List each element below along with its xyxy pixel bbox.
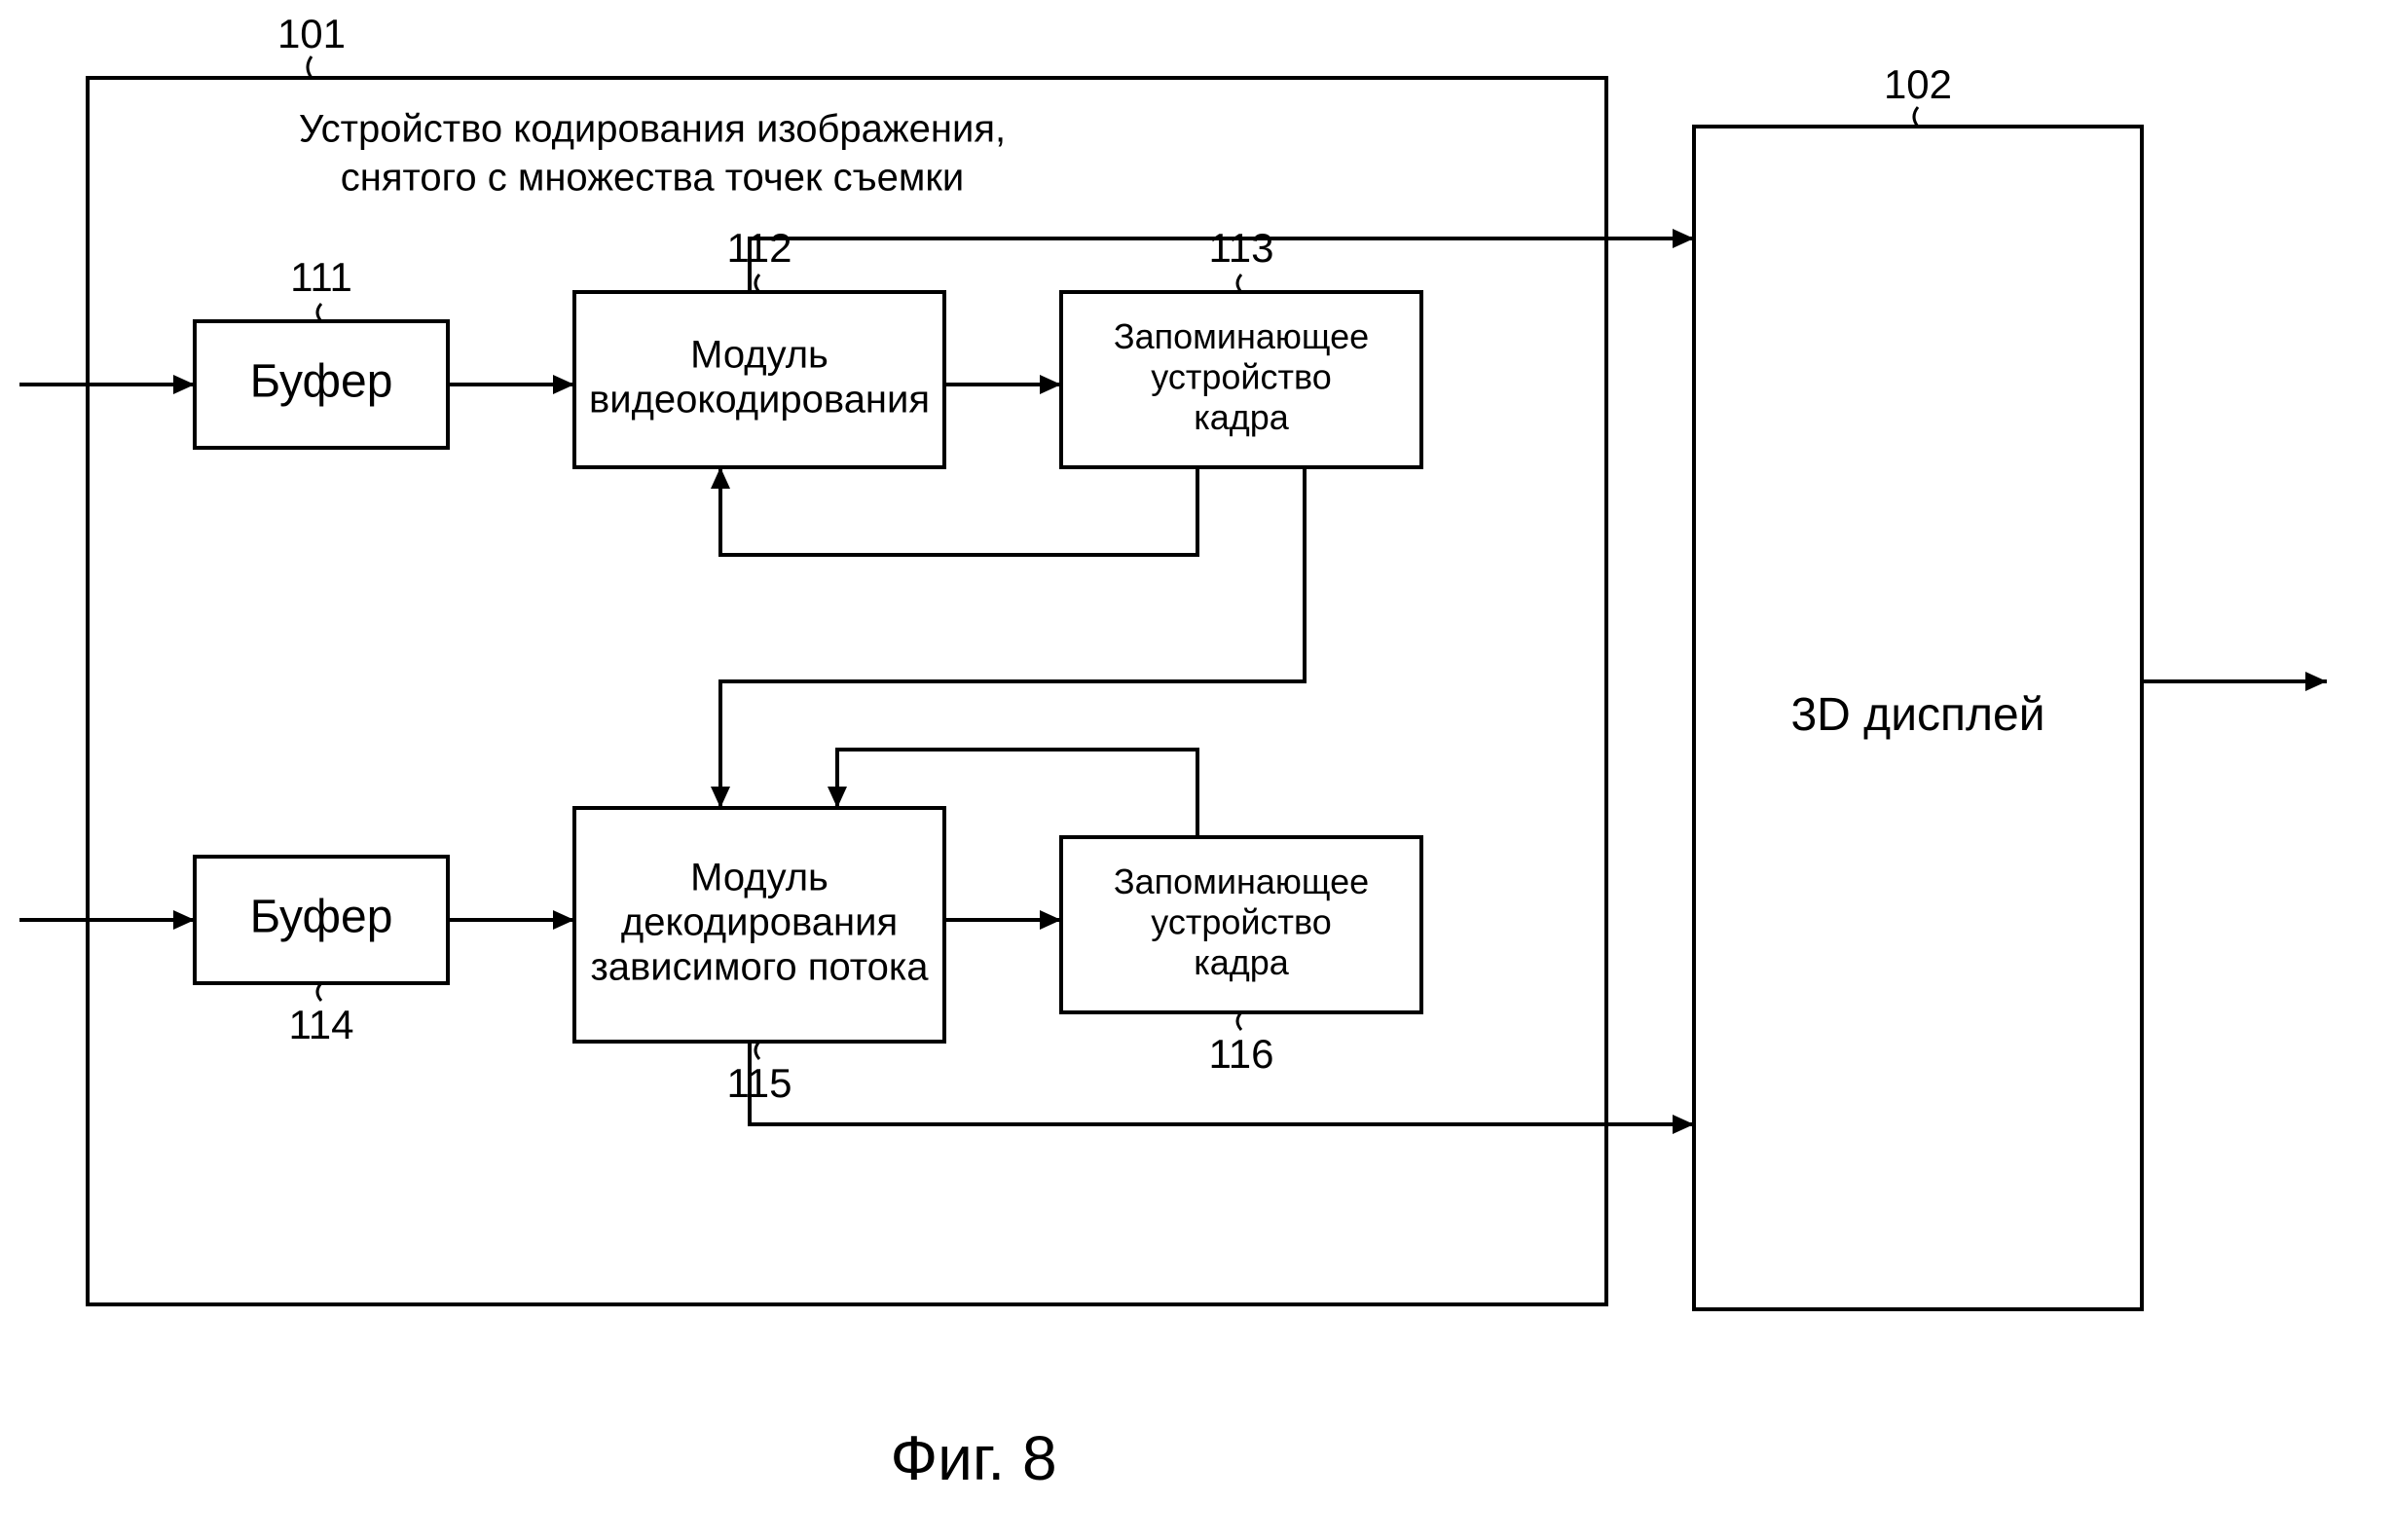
mem_bot-ref: 116: [1209, 1031, 1274, 1077]
mem_bot-label: Запоминающее: [1114, 862, 1369, 901]
arrowhead: [2305, 672, 2327, 691]
buffer_top-ref: 111: [290, 254, 352, 300]
mem_top-ref: 113: [1209, 225, 1274, 271]
arrowhead: [553, 910, 574, 930]
edge-mem-top-fb-enc: [720, 467, 1197, 555]
ref-102-tick: [1914, 107, 1918, 127]
encoder-label: Модуль: [690, 334, 828, 377]
ref-101: 101: [277, 11, 346, 56]
mem_top-ref-tick: [1237, 275, 1241, 292]
arrowhead: [1673, 1115, 1694, 1134]
edge-mem-top-to-dec: [720, 467, 1305, 808]
mem_top-label: Запоминающее: [1114, 316, 1369, 356]
decoder-label: зависимого потока: [590, 946, 929, 989]
arrowhead: [711, 467, 730, 489]
arrowhead: [1673, 229, 1694, 248]
buffer_top-ref-tick: [317, 304, 321, 321]
encoder-ref: 112: [727, 225, 792, 271]
arrowhead: [828, 787, 847, 808]
mem_bot-ref-tick: [1237, 1012, 1241, 1030]
mem_top-label: устройство: [1151, 357, 1331, 397]
buffer_top-label: Буфер: [250, 356, 393, 408]
ref-101-tick: [308, 56, 312, 78]
buffer_bot-ref-tick: [317, 983, 321, 1001]
container-title: Устройство кодирования изображения,: [299, 108, 1006, 151]
decoder-label: декодирования: [621, 901, 898, 944]
arrowhead: [1040, 910, 1061, 930]
mem_bot-label: устройство: [1151, 902, 1331, 942]
arrowhead: [553, 375, 574, 394]
encoder-ref-tick: [755, 275, 759, 292]
encoder-label: видеокодирования: [589, 379, 930, 422]
arrowhead: [711, 787, 730, 808]
figure-caption: Фиг. 8: [890, 1423, 1056, 1493]
arrowhead: [173, 375, 195, 394]
mem_top-label: кадра: [1194, 397, 1290, 437]
decoder-label: Модуль: [690, 857, 828, 899]
decoder-ref-tick: [755, 1042, 759, 1059]
mem_bot-label: кадра: [1194, 942, 1290, 982]
container-title: снятого с множества точек съемки: [341, 157, 964, 200]
arrowhead: [1040, 375, 1061, 394]
ref-102: 102: [1884, 61, 1952, 107]
display-label: 3D дисплей: [1790, 689, 2044, 741]
decoder-ref: 115: [727, 1060, 792, 1106]
buffer_bot-ref: 114: [289, 1002, 354, 1047]
buffer_bot-label: Буфер: [250, 892, 393, 943]
arrowhead: [173, 910, 195, 930]
